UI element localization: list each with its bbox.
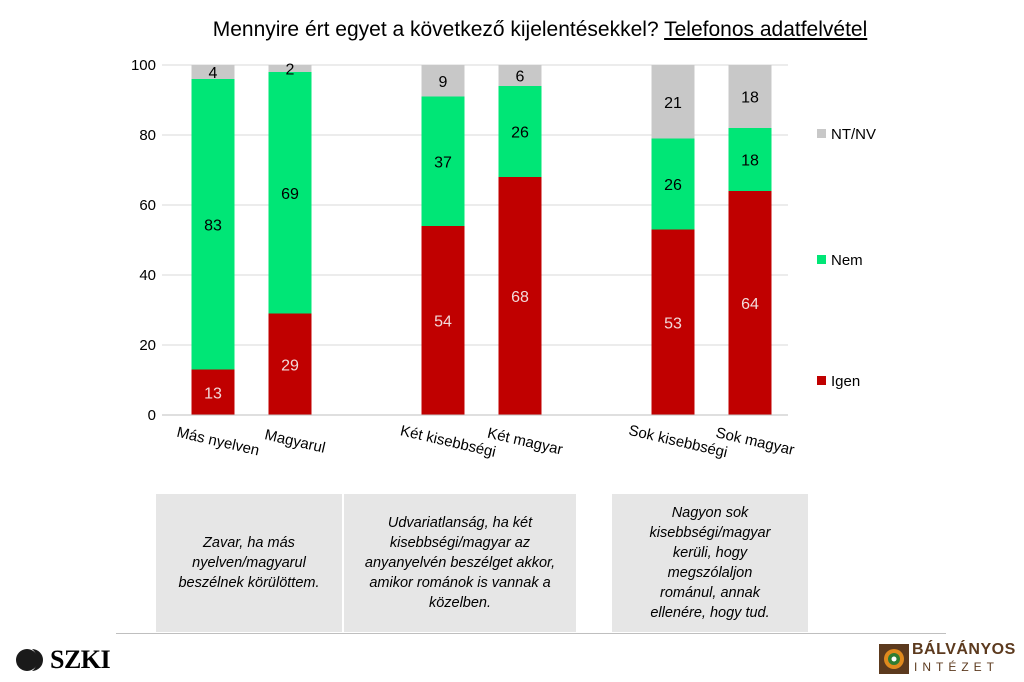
title-question: Mennyire ért egyet a következő kijelenté… [212,18,659,41]
category-label: Sok kisebbségi [627,422,729,461]
data-label: 26 [664,177,682,194]
legend-label: Nem [831,252,863,269]
bar-segment [651,229,695,415]
data-label: 6 [516,69,525,86]
data-label: 18 [741,153,759,170]
note-text-3: Nagyon sok kisebbségi/magyar kerüli, hog… [649,505,771,621]
legend-label: NT/NV [831,126,876,143]
bar-segment [498,65,542,86]
y-tick-label: 20 [139,337,156,354]
bar-segment [268,65,312,72]
bar-segment [728,65,772,128]
data-label: 2 [286,62,295,79]
y-tick-label: 0 [148,407,156,424]
data-label: 37 [434,154,452,171]
szki-logo-text: SZKI [50,645,111,674]
page-title: Mennyire ért egyet a következő kijelenté… [0,18,1024,42]
stacked-bar-chart: 0 20 40 60 80 100 13 83 4 29 69 2 54 37 9 68 26 6 53 26 21 64… [131,57,876,461]
data-label: 83 [204,217,222,234]
bar-segment [728,128,772,191]
legend-swatch [817,255,826,264]
footer-divider [116,633,946,634]
szki-mark-icon [16,646,46,674]
note-box-3: Nagyon sok kisebbségi/magyar kerüli, hog… [612,494,808,632]
y-tick-label: 60 [139,197,156,214]
bar-segment [728,191,772,415]
note-text-2: Udvariatlanság, ha két kisebbségi/magyar… [364,515,556,611]
balvanyos-name: BÁLVÁNYOS [912,641,1016,658]
y-tick-label: 80 [139,127,156,144]
legend-label: Igen [831,373,860,390]
bar-segment [421,226,465,415]
bar-segment [191,79,235,370]
bar-segment [498,177,542,415]
szki-logo: SZKI [16,645,111,675]
bar-segment [421,96,465,226]
data-label: 64 [741,296,759,313]
bar-segment [651,65,695,139]
balvanyos-logo: BÁLVÁNYOS INTÉZET [878,641,1018,677]
balvanyos-emblem-icon [879,644,909,674]
y-tick-label: 40 [139,267,156,284]
data-label: 26 [511,125,529,142]
data-label: 9 [439,74,448,91]
data-label: 13 [204,385,222,402]
note-text-1: Zavar, ha más nyelven/magyarul beszélnek… [178,535,320,591]
category-label: Két kisebbségi [399,422,498,461]
bar-segment [191,369,235,415]
title-mode: Telefonos adatfelvétel [664,18,868,41]
note-box-2: Udvariatlanság, ha két kisebbségi/magyar… [344,494,576,632]
bar-segment [421,65,465,97]
bar-segment [268,72,312,314]
category-label: Más nyelven [175,424,261,460]
bar-segment [498,86,542,177]
data-label: 29 [281,357,299,374]
data-label: 4 [209,65,218,82]
bar-segment [191,65,235,79]
data-label: 69 [281,186,299,203]
legend-swatch [817,129,826,138]
data-label: 21 [664,95,682,112]
data-label: 68 [511,289,529,306]
balvanyos-subtitle: INTÉZET [914,660,999,674]
bar-segment [268,313,312,415]
data-label: 18 [741,90,759,107]
y-tick-label: 100 [131,57,156,74]
category-label: Két magyar [486,425,565,459]
note-box-1: Zavar, ha más nyelven/magyarul beszélnek… [156,494,342,632]
data-label: 54 [434,314,452,331]
category-label: Magyarul [263,426,327,456]
data-label: 53 [664,315,682,332]
legend-swatch [817,376,826,385]
bar-segment [651,138,695,230]
